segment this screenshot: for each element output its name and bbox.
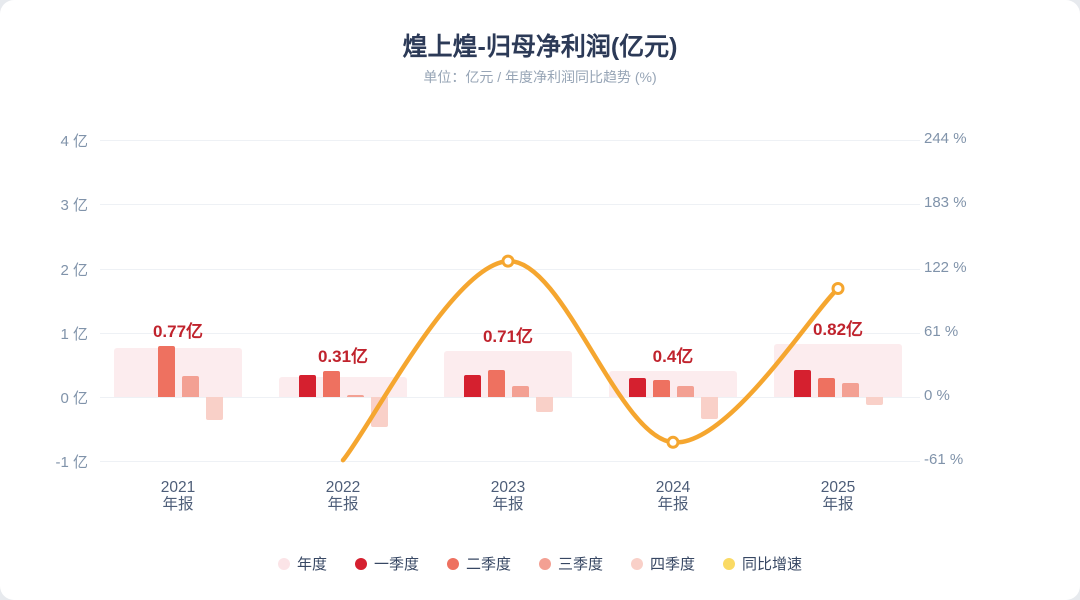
y-axis-tick-left: 4 亿 (60, 133, 88, 150)
bar-q3[interactable] (841, 382, 859, 397)
legend-swatch-annual (277, 557, 290, 570)
x-axis-label-line: 年报 (327, 496, 359, 513)
annual-value-label: 0.31亿 (317, 347, 369, 367)
chart-subtitle: 单位：亿元 / 年度净利润同比趋势 (%) (423, 69, 657, 85)
bar-q3[interactable] (676, 386, 694, 397)
legend-label-annual: 年度 (296, 556, 327, 573)
legend-swatch-yoy (723, 557, 736, 570)
y-axis-tick-right: 183 % (924, 194, 967, 212)
legend-item-q2[interactable]: 二季度 (446, 553, 511, 574)
legend-item-yoy[interactable]: 同比增速 (723, 553, 802, 574)
legend-item-annual[interactable]: 年度 (277, 553, 327, 574)
bar-q4[interactable] (370, 397, 388, 428)
grid-line (100, 204, 920, 206)
grid-line (100, 461, 920, 463)
bar-q4[interactable] (865, 397, 883, 405)
legend-label-q4: 四季度 (650, 556, 696, 573)
y-axis-tick-right: 122 % (924, 258, 967, 276)
y-axis-tick-left: 3 亿 (60, 197, 88, 215)
bar-q4[interactable] (205, 397, 223, 421)
legend-swatch-q2 (446, 557, 459, 570)
bar-q4[interactable] (535, 397, 553, 412)
legend-label-q1: 一季度 (373, 556, 419, 573)
y-axis-tick-left: 1 亿 (60, 325, 88, 343)
x-axis-label-line: 2025 (820, 479, 856, 496)
chart-title: 煌上煌-归母净利润(亿元) (402, 33, 678, 61)
x-axis-label: 2023 年报 (448, 479, 568, 513)
x-axis-label: 2022 年报 (283, 479, 403, 513)
grid-line (100, 140, 920, 141)
bar-q2[interactable] (817, 377, 835, 397)
legend-swatch-q1 (354, 557, 367, 570)
bar-q2[interactable] (157, 345, 175, 397)
x-axis-label-line: 年报 (492, 496, 524, 513)
x-axis-label-line: 2022 (325, 479, 361, 496)
bar-q2[interactable] (322, 371, 340, 397)
grid-line (100, 268, 920, 270)
bar-q1[interactable] (298, 374, 316, 397)
legend-item-q1[interactable]: 一季度 (354, 553, 419, 574)
y-axis-tick-left: 0 亿 (60, 390, 88, 407)
y-axis-tick-right: -61 % (924, 451, 964, 469)
annual-value-label: 0.71亿 (482, 327, 534, 347)
x-axis-label: 2024 年报 (613, 479, 733, 513)
bar-q2[interactable] (652, 379, 670, 397)
bar-q3[interactable] (511, 386, 529, 397)
y-axis-tick-left: -1 亿 (55, 454, 88, 472)
x-axis-label: 2025 年报 (778, 479, 898, 513)
legend: 年度 一季度 二季度 三季度 四季度 同比增速 (0, 553, 1080, 574)
annual-value-label: 0.82亿 (812, 320, 864, 340)
legend-swatch-q3 (539, 557, 551, 570)
bar-q1[interactable] (463, 374, 481, 397)
annual-value-label: 0.77亿 (152, 321, 204, 341)
legend-label-q2: 二季度 (465, 556, 511, 573)
bar-q1[interactable] (793, 370, 811, 397)
x-axis-label-line: 年报 (657, 496, 689, 513)
bar-q3[interactable] (346, 395, 364, 397)
bar-q2[interactable] (487, 370, 505, 397)
x-axis-label-line: 2024 (655, 479, 691, 496)
x-axis-label-line: 2023 (490, 479, 526, 496)
x-axis-label-line: 年报 (162, 496, 194, 513)
growth-line-marker (831, 282, 845, 296)
y-axis-tick-right: 61 % (924, 322, 959, 340)
annual-value-label: 0.4亿 (652, 347, 694, 367)
bar-q4[interactable] (700, 397, 718, 419)
legend-item-q3[interactable]: 三季度 (539, 553, 603, 574)
growth-line (340, 258, 841, 463)
growth-line-marker (501, 254, 515, 268)
y-axis-tick-right: 244 % (924, 130, 967, 147)
legend-swatch-q4 (631, 557, 644, 570)
grid-line (100, 397, 920, 398)
y-axis-tick-right: 0 % (924, 387, 950, 404)
legend-label-q3: 三季度 (558, 556, 604, 573)
x-axis-label-line: 年报 (822, 496, 854, 513)
growth-line-marker (666, 435, 680, 449)
annual-bar[interactable] (114, 347, 242, 397)
bar-q1[interactable] (628, 377, 646, 397)
x-axis-label: 2021 年报 (118, 479, 238, 513)
bar-q3[interactable] (181, 375, 199, 397)
legend-item-q4[interactable]: 四季度 (631, 553, 695, 574)
legend-label-yoy: 同比增速 (742, 556, 803, 573)
y-axis-tick-left: 2 亿 (60, 261, 88, 279)
x-axis-label-line: 2021 (160, 479, 196, 496)
